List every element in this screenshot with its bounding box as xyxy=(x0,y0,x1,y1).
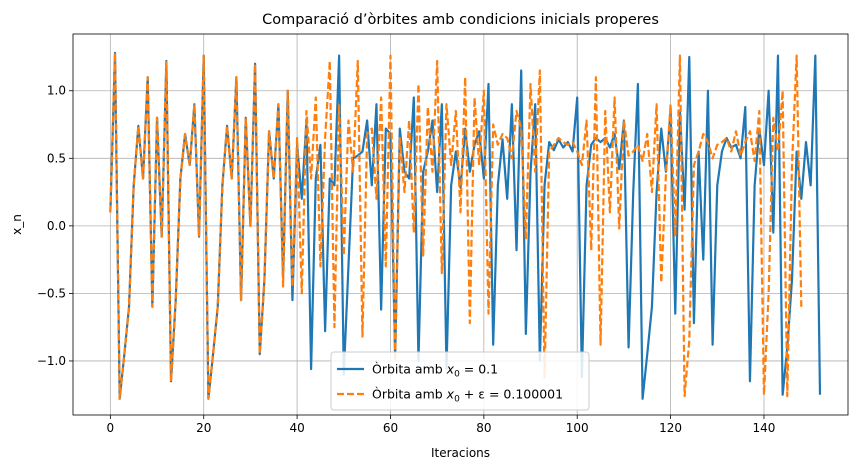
x-tick-label: 100 xyxy=(566,421,589,435)
x-tick-label: 40 xyxy=(289,421,304,435)
series-line-2 xyxy=(109,51,803,400)
x-tick-label: 0 xyxy=(107,421,115,435)
y-tick-label: 0.5 xyxy=(47,151,66,165)
x-tick-label: 60 xyxy=(383,421,398,435)
y-tick-label: −0.5 xyxy=(37,286,66,300)
x-tick-label: 20 xyxy=(196,421,211,435)
x-axis-label: Iteracions xyxy=(431,446,490,460)
y-tick-label: −1.0 xyxy=(37,354,66,368)
legend: Òrbita amb x0 = 0.1 Òrbita amb x0 + ε = 0… xyxy=(330,351,590,411)
legend-label-2: Òrbita amb x0 + ε = 0.100001 xyxy=(372,387,563,405)
series-lines xyxy=(109,51,822,400)
plot-frame xyxy=(72,33,849,416)
x-tick-label: 120 xyxy=(659,421,682,435)
y-tick-label: 1.0 xyxy=(47,84,66,98)
legend-label-1: Òrbita amb x0 = 0.1 xyxy=(372,362,498,380)
x-tick-label: 80 xyxy=(476,421,491,435)
y-axis-label: x_n xyxy=(10,214,24,235)
chart-title: Comparació d’òrbites amb condicions inic… xyxy=(262,12,659,28)
x-tick-label: 140 xyxy=(753,421,776,435)
y-tick-label: 0.0 xyxy=(47,219,66,233)
grid-lines xyxy=(73,34,848,415)
axis-ticks: 0 20 40 60 80 100 120 140 −1.0 −0.5 0.0 0.5 1.0 xyxy=(37,84,776,435)
legend-box xyxy=(330,351,590,411)
